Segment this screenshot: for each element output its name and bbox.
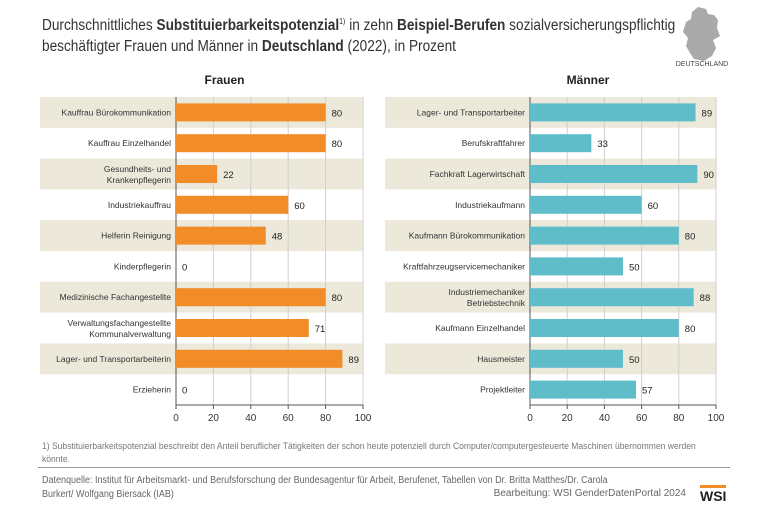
- data-label: 80: [685, 324, 696, 335]
- data-label: 89: [702, 108, 713, 119]
- data-label: 48: [272, 232, 283, 243]
- wsi-logo: WSI: [700, 485, 727, 503]
- data-label: 80: [332, 293, 343, 304]
- category-label: Fachkraft Lagerwirtschaft: [430, 169, 526, 179]
- data-label: 0: [182, 386, 187, 397]
- tick-label: 0: [527, 413, 533, 424]
- category-label: Gesundheits- und Krankenpflegerin: [104, 164, 171, 185]
- category-label: Industriekauffrau: [108, 200, 171, 210]
- data-label: 80: [332, 139, 343, 150]
- panel-title: Männer: [567, 73, 610, 87]
- data-label: 89: [348, 355, 359, 366]
- bar: [176, 288, 326, 307]
- divider: [38, 467, 730, 468]
- category-label: Kinderpflegerin: [114, 261, 171, 271]
- tick-label: 80: [320, 413, 332, 424]
- tick-label: 100: [355, 413, 372, 424]
- chart-title: Durchschnittliches Substituierbarkeitspo…: [42, 17, 676, 56]
- bar-charts: Frauen 0 20 40 60 80 100 Kauffrau Bürokommunika…: [40, 73, 725, 424]
- credit: Bearbeitung: WSI GenderDatenPortal 2024: [493, 488, 686, 499]
- bar: [176, 195, 289, 214]
- bar: [530, 195, 642, 214]
- bar: [176, 134, 326, 153]
- category-label: Kauffrau Bürokommunikation: [62, 107, 172, 117]
- category-label: Lager- und Transportarbeiterin: [56, 354, 171, 364]
- bar: [176, 319, 309, 337]
- data-label: 50: [629, 262, 640, 273]
- category-label: Industriemechaniker Betriebstechnik: [448, 287, 525, 308]
- tick-label: 60: [636, 413, 648, 424]
- category-label: Projektleiter: [480, 385, 525, 395]
- category-label: Verwaltungsfachangestellte Kommunalverwal…: [68, 318, 172, 339]
- map-label: DEUTSCHLAND: [675, 61, 729, 68]
- category-label: Berufskraftfahrer: [462, 138, 525, 148]
- data-label: 88: [700, 293, 711, 304]
- tick-label: 80: [673, 413, 685, 424]
- tick-label: 20: [208, 413, 220, 424]
- source: Datenquelle: Institut für Arbeitsmarkt- …: [42, 475, 608, 500]
- panel-title: Frauen: [204, 73, 244, 87]
- data-label: 33: [597, 139, 608, 150]
- germany-map-icon: [683, 7, 720, 61]
- tick-label: 0: [173, 413, 179, 424]
- footnote: 1) Substituierbarkeitspotenzial beschrei…: [42, 441, 696, 465]
- bar: [530, 319, 679, 337]
- data-label: 60: [294, 201, 305, 212]
- bar: [176, 165, 218, 183]
- category-label: Erzieherin: [133, 385, 172, 395]
- category-label: Lager- und Transportarbeiter: [417, 107, 525, 117]
- bar: [530, 380, 637, 399]
- bar: [530, 257, 623, 276]
- bar: [530, 103, 696, 122]
- bar: [176, 226, 266, 245]
- bar: [530, 165, 698, 183]
- data-label: 0: [182, 262, 187, 273]
- data-label: 22: [223, 170, 234, 181]
- data-label: 50: [629, 355, 640, 366]
- category-label: Industriekaufmann: [455, 200, 525, 210]
- bar: [530, 349, 623, 368]
- category-label: Kaufmann Einzelhandel: [435, 323, 525, 333]
- data-label: 90: [703, 170, 714, 181]
- tick-label: 60: [283, 413, 295, 424]
- tick-label: 40: [245, 413, 257, 424]
- bar: [530, 226, 679, 245]
- category-label: Kauffrau Einzelhandel: [88, 138, 171, 148]
- bar: [176, 103, 326, 122]
- data-label: 80: [685, 232, 696, 243]
- data-label: 60: [648, 201, 659, 212]
- tick-label: 40: [599, 413, 611, 424]
- data-label: 57: [642, 386, 653, 397]
- bar: [176, 349, 343, 368]
- bar: [530, 288, 694, 307]
- bar: [530, 134, 592, 153]
- category-label: Medizinische Fachangestellte: [59, 292, 171, 302]
- data-label: 71: [315, 324, 326, 335]
- category-label: Hausmeister: [477, 354, 525, 364]
- tick-label: 100: [708, 413, 725, 424]
- data-label: 80: [332, 108, 343, 119]
- category-label: Kaufmann Bürokommunikation: [409, 231, 526, 241]
- category-label: Helferin Reinigung: [101, 231, 171, 241]
- category-label: Kraftfahrzeugservicemechaniker: [403, 261, 525, 271]
- tick-label: 20: [562, 413, 574, 424]
